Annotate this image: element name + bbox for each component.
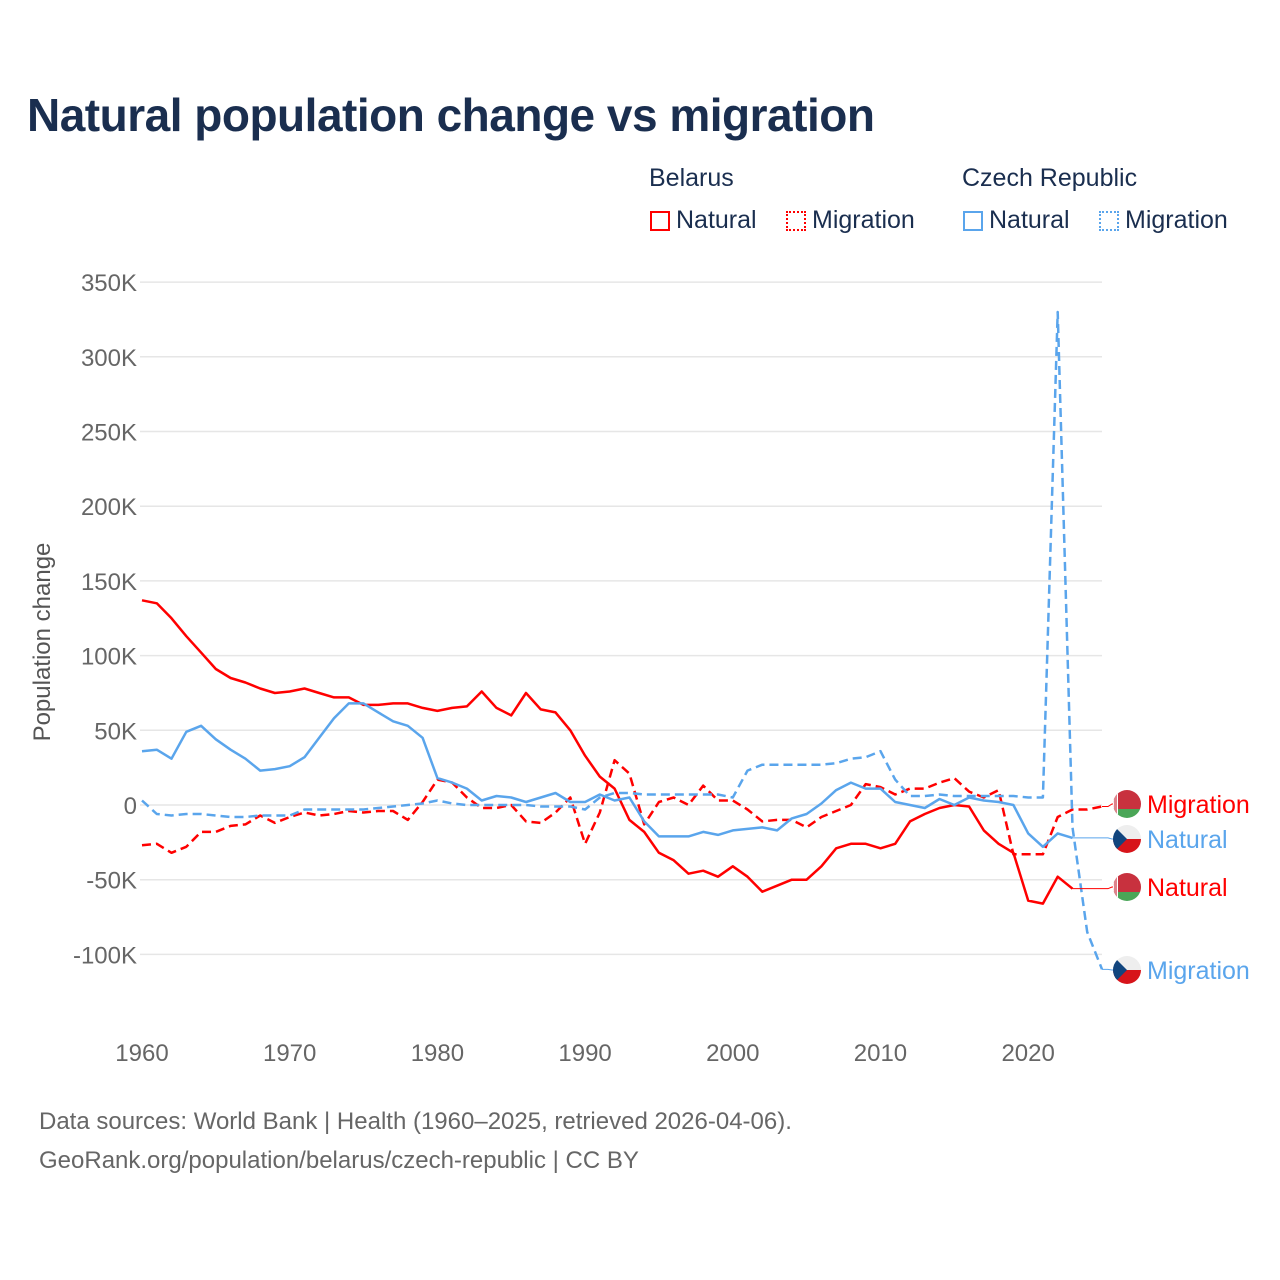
- legend-label: Natural: [989, 206, 1070, 234]
- legend-label: Natural: [676, 206, 757, 234]
- y-tick-label: 150K: [81, 569, 137, 596]
- x-tick-label: 1980: [411, 1040, 464, 1067]
- legend-label: Migration: [1125, 206, 1228, 234]
- y-tick-label: 250K: [81, 420, 137, 447]
- legend-swatch-dotted: [786, 210, 806, 231]
- y-axis-label: Population change: [29, 543, 56, 742]
- y-tick-label: 200K: [81, 494, 137, 521]
- czech-flag-icon: [1113, 825, 1141, 853]
- chart-title: Natural population change vs migration: [27, 89, 875, 141]
- czech-flag-icon: [1113, 956, 1141, 984]
- label-connector: [1072, 837, 1114, 840]
- x-tick-label: 1990: [558, 1040, 611, 1067]
- label-connector: [1102, 803, 1114, 807]
- belarus-flag-icon: [1113, 873, 1141, 901]
- y-tick-label: 50K: [94, 718, 137, 745]
- legend-label: Migration: [812, 206, 915, 234]
- legend-belarus-migration[interactable]: Migration: [786, 206, 915, 235]
- x-tick-label: 1970: [263, 1040, 316, 1067]
- y-tick-label: 350K: [81, 270, 137, 297]
- y-tick-label: -100K: [73, 942, 137, 969]
- label-connector: [1072, 886, 1114, 890]
- x-tick-label: 2020: [1001, 1040, 1054, 1067]
- label-connector: [1102, 968, 1114, 971]
- series-end-label: Migration: [1147, 957, 1250, 985]
- belarus-flag-icon: [1113, 790, 1141, 818]
- legend-swatch-dotted: [1099, 210, 1119, 231]
- y-tick-label: 0: [124, 793, 137, 820]
- series-line-czech-republic-migration: [141, 310, 1104, 970]
- series-line-belarus-migration: [141, 758, 1103, 856]
- series-end-label: Natural: [1147, 874, 1228, 902]
- series-line-czech-republic-natural: [141, 702, 1073, 849]
- series-end-label: Migration: [1147, 791, 1250, 819]
- legend-group-belarus: Belarus: [649, 164, 734, 192]
- footer-sources: Data sources: World Bank | Health (1960–…: [39, 1108, 792, 1135]
- series-end-label: Natural: [1147, 826, 1228, 854]
- x-tick-label: 2010: [854, 1040, 907, 1067]
- legend-swatch-solid: [963, 210, 983, 231]
- footer-link[interactable]: GeoRank.org/population/belarus/czech-rep…: [39, 1147, 639, 1174]
- x-tick-label: 1960: [115, 1040, 168, 1067]
- legend-czech-natural[interactable]: Natural: [963, 206, 1070, 235]
- legend-belarus-natural[interactable]: Natural: [650, 206, 757, 235]
- legend-swatch-solid: [650, 210, 670, 231]
- legend-czech-migration[interactable]: Migration: [1099, 206, 1228, 235]
- series-line-belarus-natural: [141, 599, 1074, 905]
- y-tick-label: 300K: [81, 345, 137, 372]
- x-tick-label: 2000: [706, 1040, 759, 1067]
- y-tick-label: -50K: [86, 868, 137, 895]
- legend-group-czech: Czech Republic: [962, 164, 1138, 192]
- y-tick-label: 100K: [81, 644, 137, 671]
